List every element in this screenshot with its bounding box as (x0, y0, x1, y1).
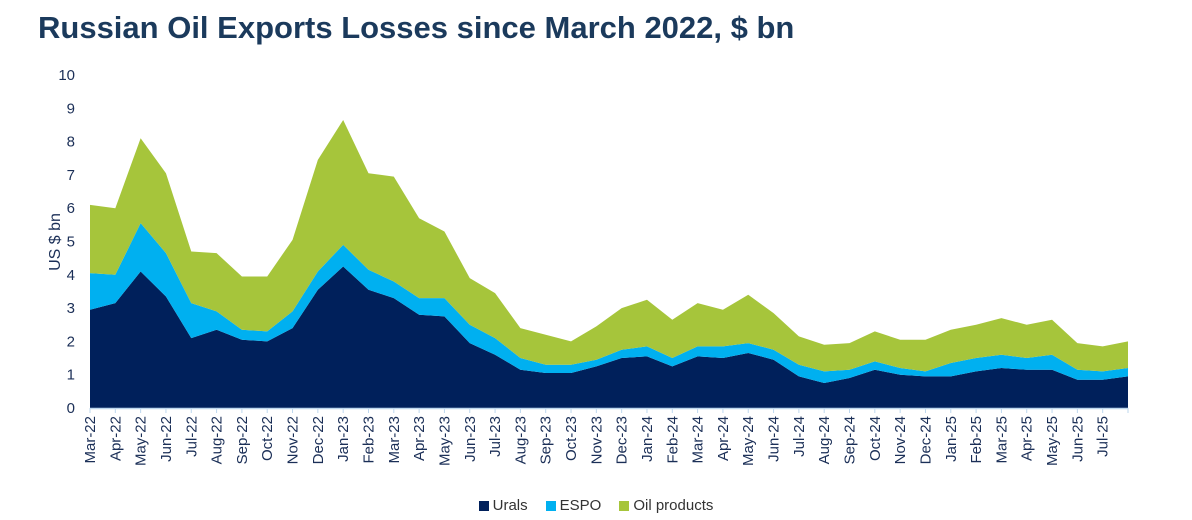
y-tick-label: 3 (67, 300, 75, 317)
area-oil-products (90, 119, 1128, 372)
x-tick-label: Feb-23 (360, 416, 377, 464)
legend: Urals ESPO Oil products (0, 497, 1192, 514)
x-tick-label: Mar-23 (386, 416, 403, 464)
y-tick-label: 9 (67, 100, 75, 117)
x-tick-label: May-22 (133, 416, 150, 466)
x-tick-label: Jul-23 (487, 416, 504, 457)
x-tick-label: Jul-25 (1095, 416, 1112, 457)
x-tick-label: Aug-22 (209, 416, 226, 464)
x-tick-label: Nov-22 (285, 416, 302, 464)
x-tick-label: Aug-24 (816, 416, 833, 464)
x-tick-label: Aug-23 (512, 416, 529, 464)
y-axis-title: US $ bn (47, 213, 64, 271)
x-tick-label: Apr-24 (715, 416, 732, 461)
y-tick-label: 10 (58, 67, 75, 84)
x-tick-label: Mar-22 (82, 416, 99, 464)
x-tick-label: Sep-23 (538, 416, 555, 464)
x-tick-label: Mar-25 (993, 416, 1010, 464)
legend-label: ESPO (559, 497, 602, 514)
x-tick-label: Oct-24 (867, 416, 884, 461)
y-tick-label: 7 (67, 167, 75, 184)
x-tick-label: Jan-24 (639, 416, 656, 462)
x-tick-label: Nov-23 (588, 416, 605, 464)
legend-item-espo: ESPO (545, 497, 602, 514)
x-tick-label: May-23 (436, 416, 453, 466)
x-tick-label: Nov-24 (892, 416, 909, 464)
legend-item-urals: Urals (478, 497, 528, 514)
x-tick-label: Mar-24 (690, 416, 707, 464)
legend-swatch-espo (545, 500, 556, 511)
y-tick-label: 1 (67, 367, 75, 384)
chart-title: Russian Oil Exports Losses since March 2… (38, 10, 795, 45)
y-tick-label: 6 (67, 200, 75, 217)
x-tick-label: Dec-24 (917, 416, 934, 464)
x-tick-label: Dec-22 (310, 416, 327, 464)
y-tick-label: 4 (67, 267, 75, 284)
x-tick-label: May-24 (740, 416, 757, 466)
x-tick-label: Feb-24 (664, 416, 681, 464)
x-tick-label: Sep-24 (842, 416, 859, 464)
x-tick-label: Oct-23 (563, 416, 580, 461)
x-tick-label: Jul-22 (183, 416, 200, 457)
x-tick-label: Sep-22 (234, 416, 251, 464)
x-tick-label: Apr-23 (411, 416, 428, 461)
x-tick-label: Jun-24 (766, 416, 783, 462)
x-tick-label: Jun-23 (462, 416, 479, 462)
x-tick-label: Dec-23 (614, 416, 631, 464)
x-tick-label: Feb-25 (968, 416, 985, 464)
x-tick-label: Oct-22 (259, 416, 276, 461)
legend-item-oil-products: Oil products (619, 497, 713, 514)
x-tick-label: Apr-25 (1019, 416, 1036, 461)
legend-label: Urals (492, 497, 528, 514)
x-tick-label: Jun-25 (1069, 416, 1086, 462)
area-espo (90, 223, 1128, 384)
x-tick-label: May-25 (1044, 416, 1061, 466)
y-tick-label: 5 (67, 234, 75, 251)
legend-label: Oil products (633, 497, 714, 514)
x-tick-label: Jan-25 (943, 416, 960, 462)
legend-swatch-urals (478, 500, 489, 511)
y-tick-label: 2 (67, 333, 75, 350)
x-tick-label: Apr-22 (107, 416, 124, 461)
y-tick-label: 0 (67, 400, 75, 417)
x-tick-label: Jul-24 (791, 416, 808, 457)
legend-swatch-oil-products (619, 500, 630, 511)
x-tick-label: Jun-22 (158, 416, 175, 462)
y-tick-label: 8 (67, 134, 75, 151)
area-urals (90, 266, 1128, 408)
x-tick-label: Jan-23 (335, 416, 352, 462)
